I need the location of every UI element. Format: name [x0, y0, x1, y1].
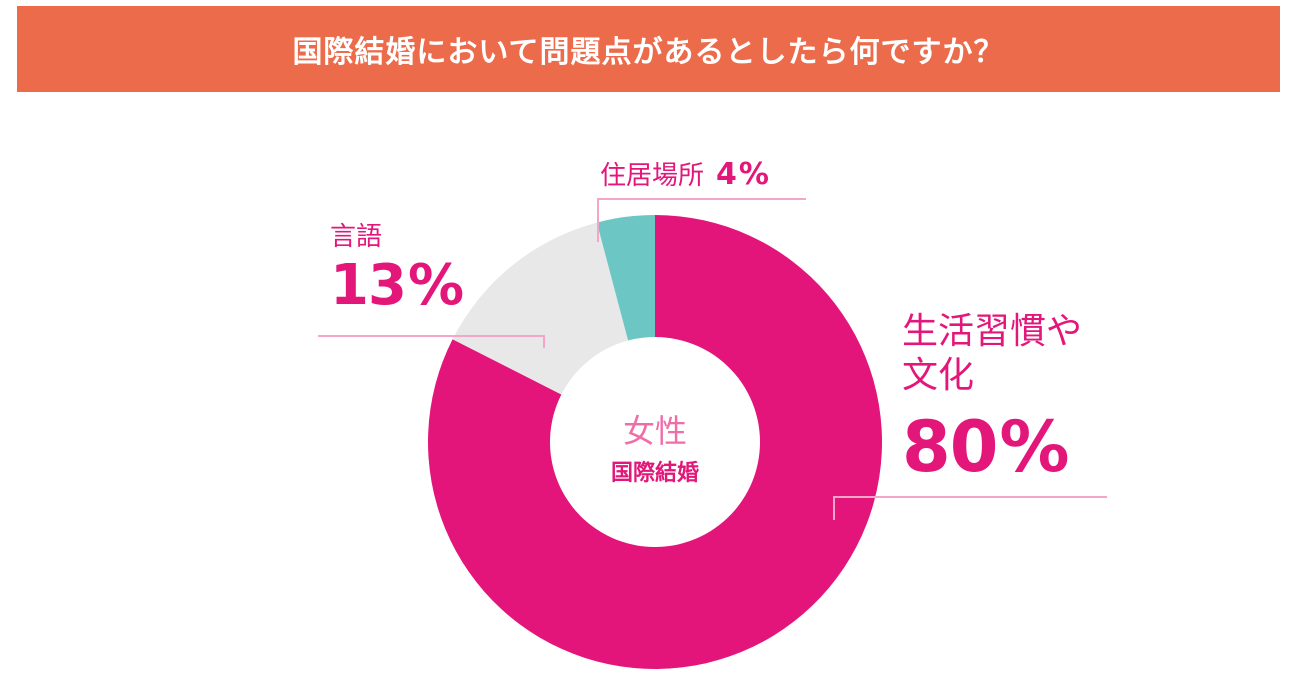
slice-unit-housing: %	[738, 157, 769, 192]
slice-group	[427, 215, 882, 670]
leader-line-language	[318, 335, 545, 348]
slice-value-lifestyle: 80	[902, 406, 998, 488]
slice-housing	[596, 215, 655, 341]
slice-label-language: 言語 13%	[330, 222, 464, 314]
leader-line-lifestyle	[833, 496, 1107, 520]
slice-label-lifestyle: 生活習慣や 文化 80%	[902, 310, 1082, 482]
slice-lifestyle	[427, 215, 882, 670]
slice-unit-lifestyle: %	[999, 406, 1069, 488]
slice-value-housing: 4	[716, 157, 737, 192]
slice-name-lifestyle-line2: 文化	[902, 355, 975, 396]
center-label-bottom: 国際結婚	[610, 461, 699, 486]
chart-title: 国際結婚において問題点があるとしたら何ですか？	[292, 35, 1005, 70]
slice-name-lifestyle-line1: 生活習慣や	[902, 311, 1083, 352]
slice-label-housing: 住居場所 4%	[600, 160, 769, 190]
slice-value-language: 13	[330, 253, 407, 318]
slice-name-housing: 住居場所	[600, 161, 705, 191]
slice-name-language: 言語	[330, 222, 383, 252]
slice-unit-language: %	[407, 253, 464, 318]
title-bar: 国際結婚において問題点があるとしたら何ですか？	[17, 6, 1280, 92]
leader-line-group	[318, 198, 1107, 520]
slice-language	[452, 222, 629, 395]
leader-line-housing	[597, 198, 806, 242]
center-label-top: 女性	[622, 412, 687, 450]
